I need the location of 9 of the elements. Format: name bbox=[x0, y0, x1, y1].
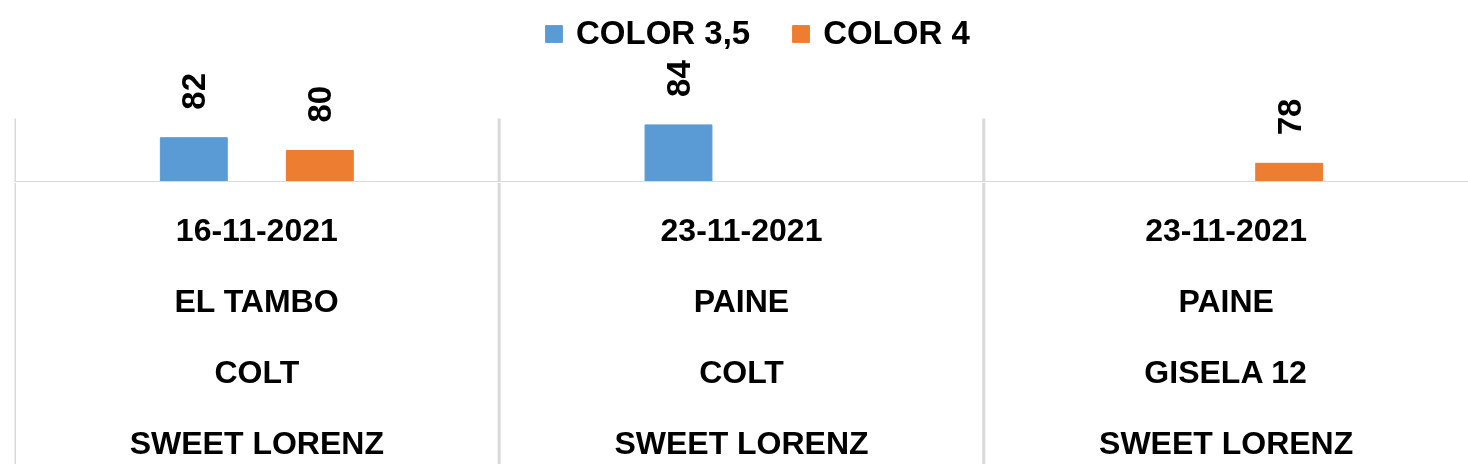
x-tick-label: 23-11-2021 PAINE GISELA 12 SWEET LORENZ bbox=[1099, 212, 1354, 462]
data-label: 82 bbox=[175, 72, 213, 110]
x-tick-label: 16-11-2021 EL TAMBO COLT SWEET LORENZ bbox=[129, 212, 384, 462]
data-label: 78 bbox=[1270, 98, 1308, 136]
x-tick-label: 23-11-2021 PAINE COLT SWEET LORENZ bbox=[614, 212, 869, 462]
data-label: 80 bbox=[301, 85, 339, 123]
legend-label: COLOR 4 bbox=[823, 14, 970, 52]
data-label: 84 bbox=[659, 59, 697, 97]
legend-label: COLOR 3,5 bbox=[576, 14, 751, 52]
